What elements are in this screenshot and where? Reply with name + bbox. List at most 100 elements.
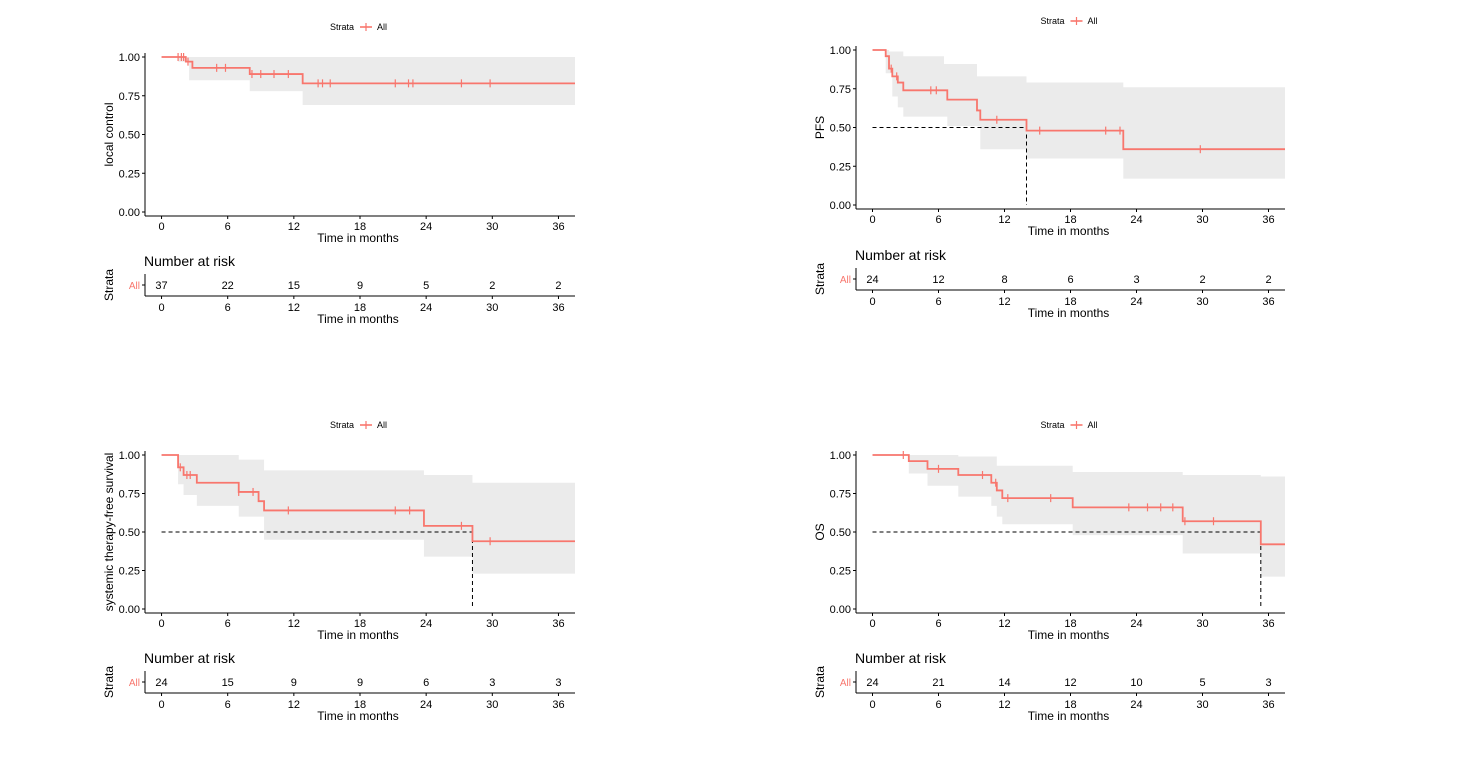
x-tick-label: 12 (288, 221, 300, 233)
risk-count: 21 (932, 677, 944, 689)
risk-table-row-label: All (840, 275, 851, 286)
risk-count: 6 (1067, 274, 1073, 286)
risk-x-tick-label: 18 (1064, 699, 1076, 711)
risk-x-tick-label: 36 (552, 699, 564, 711)
x-tick-label: 18 (1064, 618, 1076, 630)
x-tick-label: 0 (869, 618, 875, 630)
x-tick-label: 0 (158, 618, 164, 630)
x-tick-label: 24 (420, 618, 432, 630)
y-axis-title: OS (813, 523, 827, 540)
y-tick-label: 0.75 (830, 489, 851, 501)
x-tick-label: 30 (486, 221, 498, 233)
risk-x-tick-label: 18 (354, 302, 366, 314)
y-tick-label: 0.00 (119, 604, 140, 616)
x-tick-label: 36 (1262, 214, 1274, 226)
risk-count: 3 (1133, 274, 1139, 286)
y-tick-label: 0.75 (119, 489, 140, 501)
risk-count: 12 (932, 274, 944, 286)
risk-count: 12 (1064, 677, 1076, 689)
x-tick-label: 18 (354, 618, 366, 630)
y-tick-label: 0.75 (830, 84, 851, 96)
x-tick-label: 6 (935, 618, 941, 630)
risk-x-tick-label: 12 (288, 699, 300, 711)
risk-x-tick-label: 24 (1130, 699, 1142, 711)
risk-x-tick-label: 36 (1262, 296, 1274, 308)
y-tick-label: 0.25 (119, 566, 140, 578)
legend: Strata All (330, 420, 387, 430)
legend: Strata All (330, 22, 387, 32)
risk-count: 14 (998, 677, 1010, 689)
x-tick-label: 6 (225, 618, 231, 630)
risk-table-row-label: All (840, 678, 851, 689)
risk-x-tick-label: 24 (1130, 296, 1142, 308)
x-tick-label: 24 (1130, 618, 1142, 630)
y-tick-label: 0.25 (830, 566, 851, 578)
risk-count: 2 (1199, 274, 1205, 286)
y-tick-label: 0.50 (830, 123, 851, 135)
legend-title: Strata (330, 22, 354, 32)
y-tick-label: 0.50 (119, 527, 140, 539)
risk-x-tick-label: 0 (158, 302, 164, 314)
risk-count: 24 (155, 677, 167, 689)
x-tick-label: 30 (1196, 618, 1208, 630)
risk-x-tick-label: 18 (1064, 296, 1076, 308)
risk-table-x-title: Time in months (317, 709, 399, 723)
risk-count: 15 (288, 280, 300, 292)
risk-x-tick-label: 6 (935, 296, 941, 308)
risk-count: 5 (423, 280, 429, 292)
legend-entry: All (377, 22, 387, 32)
y-tick-label: 0.50 (830, 527, 851, 539)
risk-count: 10 (1130, 677, 1142, 689)
risk-x-tick-label: 0 (158, 699, 164, 711)
legend-title: Strata (1040, 16, 1064, 26)
x-tick-label: 24 (420, 221, 432, 233)
risk-table: Number at risk All Strata 24 0 12 6 8 12 6 18 3 24 2 3… (813, 247, 1285, 320)
x-tick-label: 36 (552, 221, 564, 233)
survival-curve (161, 56, 575, 85)
y-tick-label: 1.00 (119, 52, 140, 64)
risk-count: 6 (423, 677, 429, 689)
x-axis-title: Time in months (1028, 628, 1110, 642)
legend-entry: All (1088, 420, 1098, 430)
risk-count: 3 (555, 677, 561, 689)
x-axis-title: Time in months (317, 231, 399, 245)
risk-count: 2 (489, 280, 495, 292)
y-tick-label: 0.00 (830, 604, 851, 616)
y-tick-label: 1.00 (119, 450, 140, 462)
y-axis-title: systemic therapy-free survival (102, 453, 116, 612)
risk-count: 3 (489, 677, 495, 689)
risk-x-tick-label: 30 (1196, 296, 1208, 308)
risk-table-title: Number at risk (855, 650, 947, 666)
y-tick-label: 0.75 (119, 91, 140, 103)
confidence-band (872, 50, 1285, 179)
chart-panel-1: Strata All 0.00 0.25 0.50 0.75 1.00 0 6 12 18 24 30 3… (102, 22, 576, 326)
risk-count: 3 (1265, 677, 1271, 689)
x-tick-label: 0 (869, 214, 875, 226)
risk-x-tick-label: 30 (486, 699, 498, 711)
x-tick-label: 0 (158, 221, 164, 233)
risk-table-row-label: All (129, 281, 140, 292)
risk-x-tick-label: 12 (288, 302, 300, 314)
legend: Strata All (1040, 420, 1097, 430)
risk-count: 9 (357, 280, 363, 292)
risk-x-tick-label: 18 (354, 699, 366, 711)
risk-table-y-title: Strata (102, 269, 116, 301)
survival-curve (872, 454, 1285, 546)
risk-table-row-label: All (129, 678, 140, 689)
risk-x-tick-label: 36 (1262, 699, 1274, 711)
y-tick-label: 0.00 (830, 200, 851, 212)
x-tick-label: 24 (1130, 214, 1142, 226)
legend-title: Strata (1040, 420, 1064, 430)
x-tick-label: 30 (486, 618, 498, 630)
risk-table-y-title: Strata (102, 666, 116, 698)
x-tick-label: 36 (1262, 618, 1274, 630)
risk-x-tick-label: 6 (225, 699, 231, 711)
risk-count: 24 (866, 677, 878, 689)
y-tick-label: 0.50 (119, 130, 140, 142)
risk-table-y-title: Strata (813, 263, 827, 295)
